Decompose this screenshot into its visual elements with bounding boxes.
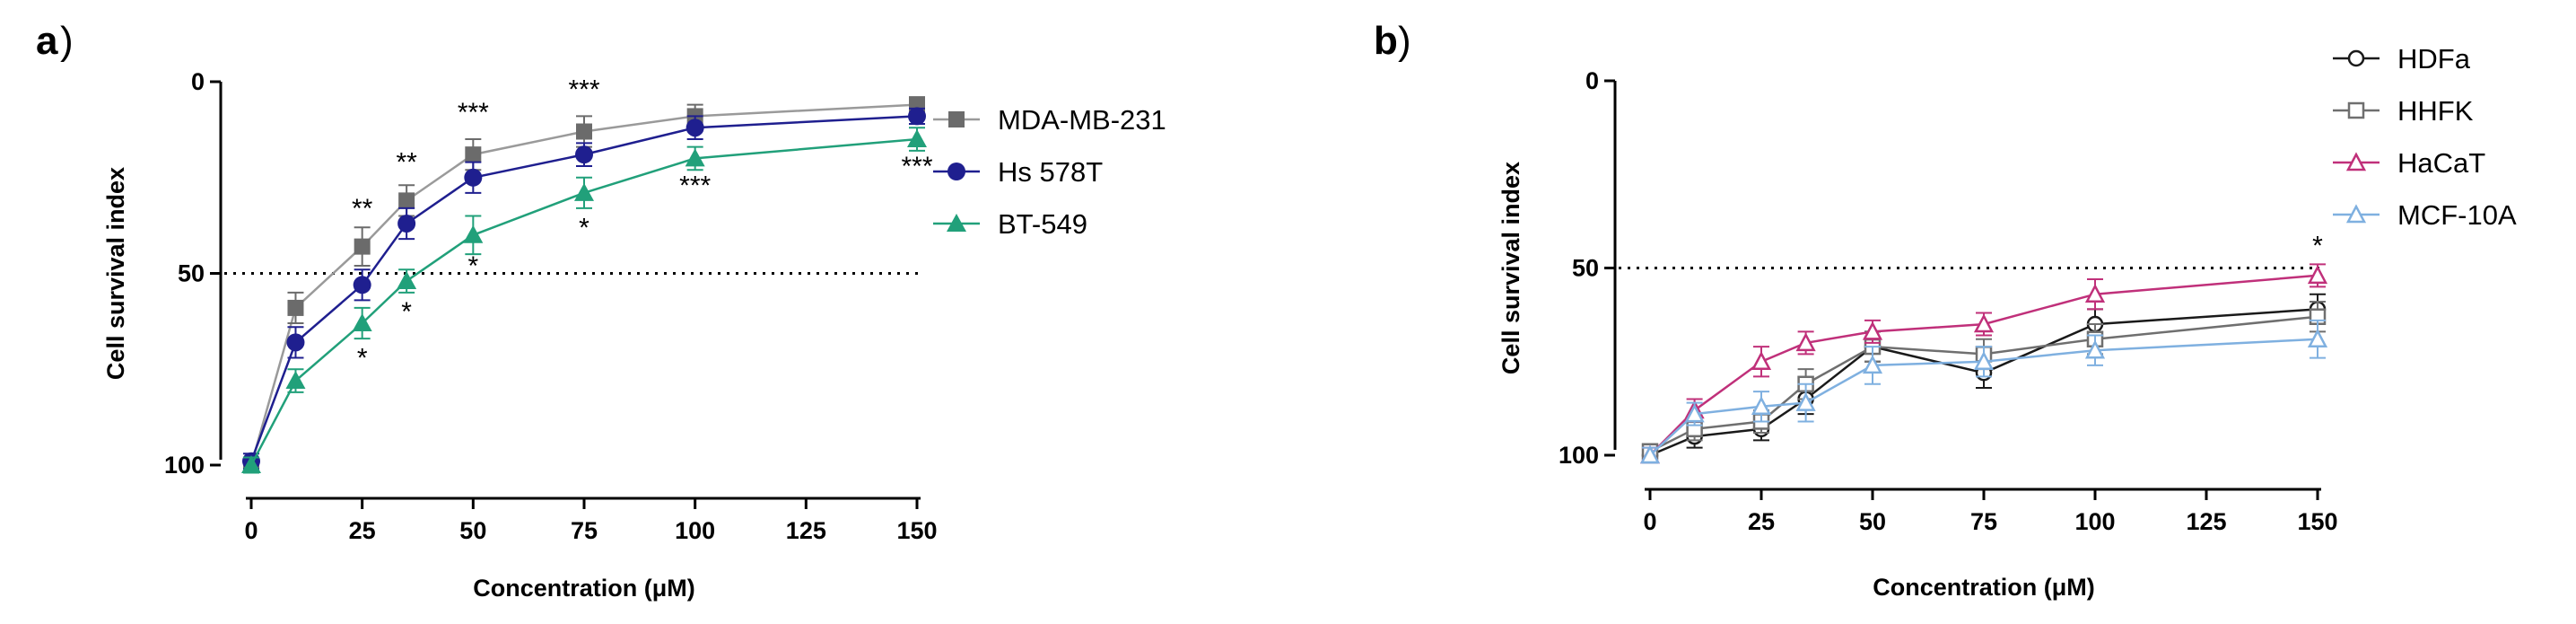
legend-label: HHFK — [2397, 95, 2474, 127]
legend-label: Hs 578T — [998, 156, 1103, 188]
data-point — [398, 192, 415, 209]
panel-label-paren: ) — [1398, 19, 1411, 63]
x-tick-label: 125 — [2186, 508, 2226, 535]
significance-label: * — [2312, 231, 2323, 260]
x-tick-label: 100 — [675, 517, 715, 544]
x-tick-label: 25 — [349, 517, 376, 544]
significance-label: ** — [352, 194, 373, 224]
y-axis-title: Cell survival index — [102, 167, 129, 380]
legend-marker — [2347, 49, 2365, 67]
data-point — [465, 146, 482, 163]
data-point — [574, 182, 594, 201]
data-point — [463, 224, 484, 243]
data-point — [287, 299, 304, 316]
x-tick-label: 150 — [896, 517, 937, 544]
data-point — [576, 123, 592, 140]
data-point — [285, 371, 306, 390]
y-axis-title: Cell survival index — [1498, 162, 1524, 374]
x-tick-label: 75 — [1970, 508, 1997, 535]
data-point — [397, 271, 417, 290]
legend-marker — [2345, 152, 2367, 171]
data-point — [1862, 355, 1883, 374]
y-tick-label: 50 — [1572, 255, 1599, 282]
legend-marker — [2345, 204, 2367, 224]
x-tick-label: 125 — [786, 517, 826, 544]
significance-label: ** — [396, 148, 417, 178]
legend-marker — [947, 163, 965, 180]
legend-marker — [947, 214, 966, 232]
panel-label: a — [36, 19, 58, 63]
x-tick-label: 50 — [1859, 508, 1886, 535]
x-tick-label: 75 — [571, 517, 598, 544]
x-tick-label: 0 — [1643, 508, 1656, 535]
legend-marker — [948, 111, 965, 127]
series-line-2 — [249, 137, 918, 466]
data-point — [241, 455, 261, 473]
significance-label: *** — [568, 75, 599, 105]
data-point — [2084, 284, 2106, 303]
significance-label: *** — [901, 152, 932, 181]
legend-marker — [2347, 101, 2365, 119]
legend-label: BT-549 — [998, 208, 1087, 240]
data-point — [354, 238, 371, 255]
series-line-0 — [1649, 308, 2318, 457]
y-tick-label: 0 — [191, 68, 205, 95]
data-point — [1639, 444, 1661, 464]
data-point — [2084, 339, 2106, 359]
data-point — [685, 119, 704, 137]
data-point — [1862, 321, 1883, 340]
data-point — [2307, 265, 2328, 285]
x-tick-label: 50 — [459, 517, 486, 544]
legend-label: HDFa — [2397, 43, 2471, 75]
x-axis-title: Concentration (μM) — [473, 575, 695, 602]
data-point — [575, 145, 593, 164]
significance-label: *** — [458, 98, 489, 127]
series-line-3 — [1649, 338, 2318, 456]
y-tick-label: 0 — [1585, 67, 1599, 94]
y-tick-label: 50 — [178, 260, 205, 287]
series-line-0 — [249, 103, 918, 466]
data-point — [1973, 313, 1995, 333]
x-tick-label: 0 — [244, 517, 258, 544]
data-point — [1795, 391, 1816, 411]
data-point — [352, 313, 372, 332]
data-point — [2307, 329, 2328, 347]
data-point — [286, 333, 305, 352]
legend-label: HaCaT — [2397, 147, 2485, 179]
data-point — [908, 107, 926, 126]
significance-label: * — [467, 251, 478, 281]
series-line-1 — [249, 115, 918, 462]
data-point — [464, 168, 483, 187]
legend-label: MCF-10A — [2397, 199, 2517, 231]
legend-label: MDA-MB-231 — [998, 104, 1166, 136]
data-point — [907, 129, 927, 148]
x-tick-label: 25 — [1748, 508, 1775, 535]
x-tick-label: 150 — [2297, 508, 2337, 535]
data-point — [685, 148, 705, 167]
data-point — [1795, 332, 1816, 352]
data-point — [353, 276, 371, 294]
x-tick-label: 100 — [2074, 508, 2115, 535]
data-point — [1751, 396, 1772, 416]
series-line-2 — [1649, 274, 2318, 456]
significance-label: * — [579, 213, 589, 242]
data-point — [1973, 351, 1995, 370]
significance-label: *** — [679, 171, 711, 200]
series-line-1 — [1649, 315, 2318, 453]
significance-label: * — [401, 297, 412, 327]
data-point — [1684, 403, 1705, 423]
data-point — [397, 214, 416, 233]
y-tick-label: 100 — [1559, 442, 1599, 469]
x-axis-title: Concentration (μM) — [1873, 574, 2095, 601]
panel-label-paren: ) — [60, 19, 74, 63]
panel-label: b — [1374, 19, 1398, 63]
y-tick-label: 100 — [164, 452, 205, 479]
significance-label: * — [357, 343, 368, 373]
data-point — [1751, 351, 1772, 370]
